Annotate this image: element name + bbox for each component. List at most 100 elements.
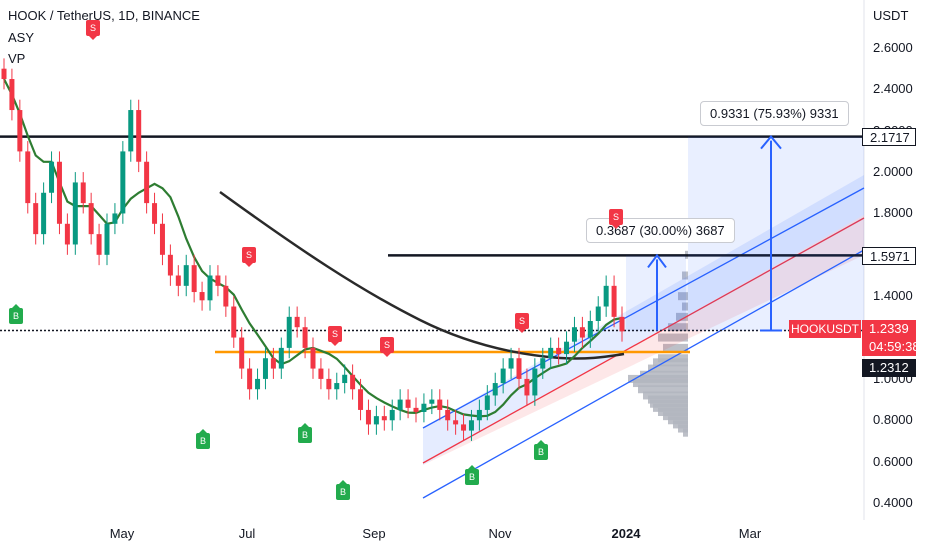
candle-body	[278, 347, 284, 369]
candle-body	[247, 368, 253, 390]
moving-average-price-tag: 1.2312	[862, 359, 916, 377]
indicator-asy-label[interactable]: ASY	[8, 30, 35, 45]
candle-body	[326, 378, 332, 390]
candle-body	[104, 223, 110, 255]
volume-profile-bar	[658, 408, 688, 416]
volume-profile-bar	[653, 358, 688, 367]
candle-body	[207, 275, 213, 301]
candle-body	[231, 306, 237, 338]
candle-body	[508, 358, 514, 369]
candle-body	[468, 420, 474, 431]
volume-profile-bar	[658, 354, 688, 363]
sell-signal-marker: S	[609, 209, 623, 229]
candle-body	[310, 347, 316, 369]
sell-signal-marker: S	[380, 337, 394, 357]
candle-body	[571, 327, 577, 342]
price-axis-currency[interactable]: USDT	[873, 8, 909, 23]
candle-body	[413, 407, 419, 412]
price-axis-tick: 0.6000	[873, 453, 913, 469]
candle-body	[25, 151, 31, 204]
sell-signal-marker: S	[242, 247, 256, 267]
candle-body	[191, 265, 197, 293]
volume-profile-bar	[658, 333, 688, 342]
candle-body	[381, 416, 387, 421]
candle-body	[144, 161, 150, 204]
candle-body	[175, 275, 181, 286]
long-moving-average	[219, 190, 625, 360]
price-axis-tick: 0.4000	[873, 495, 913, 510]
volume-profile-bar	[633, 379, 688, 388]
candle-body	[9, 79, 15, 111]
candle-body	[437, 399, 443, 410]
candle-body	[445, 409, 451, 421]
candle-body	[476, 409, 482, 421]
candle-body	[350, 374, 356, 390]
price-axis-tick: 2.4000	[873, 81, 913, 97]
volume-profile	[628, 250, 688, 437]
volume-profile-bar	[683, 428, 688, 437]
volume-profile-bar	[640, 370, 688, 379]
candle-body	[611, 285, 617, 317]
candle-body	[532, 368, 538, 396]
candle-body	[255, 378, 261, 390]
candle-body	[64, 223, 70, 245]
candle-body	[49, 161, 55, 193]
measurement-label-75pct[interactable]: 0.9331 (75.93%) 9331	[700, 101, 849, 126]
candle-body	[96, 234, 102, 255]
candle-body	[421, 403, 427, 412]
candle-body	[556, 347, 562, 355]
candle-body	[405, 399, 411, 408]
time-axis-tick: May	[109, 526, 135, 541]
volume-profile-bar	[648, 364, 688, 373]
buy-signal-marker: B	[298, 423, 312, 443]
price-axis-tick: 2.0000	[873, 164, 913, 180]
candle-body	[603, 285, 609, 307]
candle-body	[587, 321, 593, 338]
sell-signal-marker: S	[515, 313, 529, 333]
candle-body	[516, 358, 522, 379]
volume-profile-bar	[682, 302, 688, 311]
candle-body	[548, 347, 554, 359]
current-price-tag: 1.2339	[862, 320, 916, 338]
price-axis-tick: 1.8000	[873, 205, 913, 221]
candle-body	[33, 203, 39, 235]
volume-profile-bar	[628, 374, 688, 383]
candle-body	[579, 327, 585, 338]
time-axis-tick: Jul	[238, 526, 256, 541]
volume-profile-bar	[668, 416, 688, 425]
candle-body	[540, 358, 546, 369]
sell-signal-marker: S	[328, 326, 342, 346]
candle-body	[286, 316, 292, 348]
volume-profile-bar	[638, 385, 688, 394]
candle-body	[17, 110, 23, 152]
candle-body	[342, 374, 348, 384]
candle-body	[461, 424, 467, 431]
candle-body	[492, 383, 498, 396]
candle-body	[80, 182, 86, 204]
candle-body	[429, 399, 435, 404]
candle-body	[239, 337, 245, 369]
candle-body	[223, 285, 229, 307]
chart-title[interactable]: HOOK / TetherUS, 1D, BINANCE	[8, 8, 200, 23]
volume-profile-bar	[678, 424, 688, 433]
bar-countdown-tag: 04:59:38	[862, 338, 920, 356]
candle-body	[373, 416, 379, 425]
indicator-vp-label[interactable]: VP	[8, 51, 26, 66]
candle-body	[318, 368, 324, 379]
candle-body	[294, 316, 300, 328]
candle-body	[270, 358, 276, 369]
candle-body	[41, 192, 47, 235]
candle-body	[564, 341, 570, 355]
buy-signal-marker: B	[196, 429, 210, 449]
volume-profile-bar	[673, 420, 688, 429]
candle-body	[167, 254, 173, 276]
candle-body	[365, 409, 371, 425]
candlestick-series	[1, 58, 625, 441]
candle-body	[215, 275, 221, 286]
volume-profile-bar	[668, 323, 688, 332]
time-axis-tick: 2024	[611, 526, 641, 541]
candle-body	[262, 358, 268, 379]
candle-body	[88, 203, 94, 235]
